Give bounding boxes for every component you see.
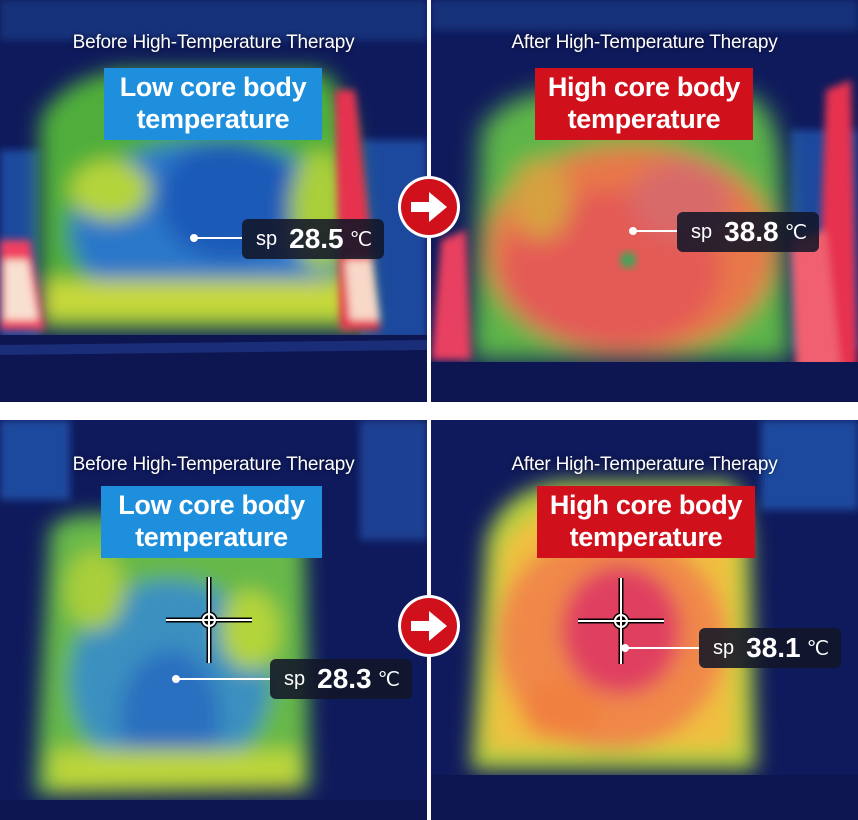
- right-arrow-icon: [398, 595, 460, 657]
- thermal-panel-before-bottom: Before High-Temperature Therapy Low core…: [0, 420, 427, 820]
- temperature-value: 38.8: [724, 216, 779, 247]
- panel-caption: Before High-Temperature Therapy: [72, 454, 355, 475]
- core-temperature-badge: High core body temperature: [535, 68, 753, 140]
- temperature-value: 28.5: [289, 223, 344, 254]
- core-temperature-badge: Low core body temperature: [101, 486, 322, 558]
- spot-label: sp: [256, 227, 278, 250]
- temperature-readout: sp 28.5 ℃: [242, 219, 385, 259]
- panel-caption: After High-Temperature Therapy: [511, 32, 778, 53]
- spot-label: sp: [284, 667, 306, 690]
- measurement-point: [190, 234, 198, 242]
- temperature-readout: sp 38.1 ℃: [699, 628, 842, 668]
- measurement-point: [621, 644, 629, 652]
- temperature-unit: ℃: [784, 221, 808, 244]
- measurement-point: [172, 675, 180, 683]
- thermal-panel-before-top: Before High-Temperature Therapy Low core…: [0, 0, 427, 402]
- measurement-leader-line: [196, 237, 242, 239]
- measurement-leader-line: [627, 647, 699, 649]
- spot-label: sp: [713, 636, 735, 659]
- crosshair-icon: [578, 578, 664, 664]
- thermal-panel-after-bottom: After High-Temperature Therapy High core…: [431, 420, 858, 820]
- thermal-panel-after-top: After High-Temperature Therapy High core…: [431, 0, 858, 402]
- temperature-value: 28.3: [317, 663, 372, 694]
- temperature-unit: ℃: [377, 668, 401, 691]
- temperature-readout: sp 38.8 ℃: [677, 212, 820, 252]
- measurement-leader-line: [635, 230, 677, 232]
- temperature-readout: sp 28.3 ℃: [270, 659, 413, 699]
- thermal-image: [0, 0, 427, 402]
- temperature-unit: ℃: [806, 637, 830, 660]
- spot-label: sp: [691, 220, 713, 243]
- crosshair-icon: [166, 577, 252, 663]
- thermal-image: [431, 0, 858, 402]
- measurement-leader-line: [178, 678, 270, 680]
- measurement-point: [629, 227, 637, 235]
- temperature-unit: ℃: [349, 228, 373, 251]
- core-temperature-badge: High core body temperature: [537, 486, 755, 558]
- right-arrow-icon: [398, 176, 460, 238]
- temperature-value: 38.1: [746, 632, 801, 663]
- core-temperature-badge: Low core body temperature: [104, 68, 322, 140]
- panel-caption: Before High-Temperature Therapy: [72, 32, 355, 53]
- panel-caption: After High-Temperature Therapy: [511, 454, 778, 475]
- thermal-image: [0, 420, 427, 820]
